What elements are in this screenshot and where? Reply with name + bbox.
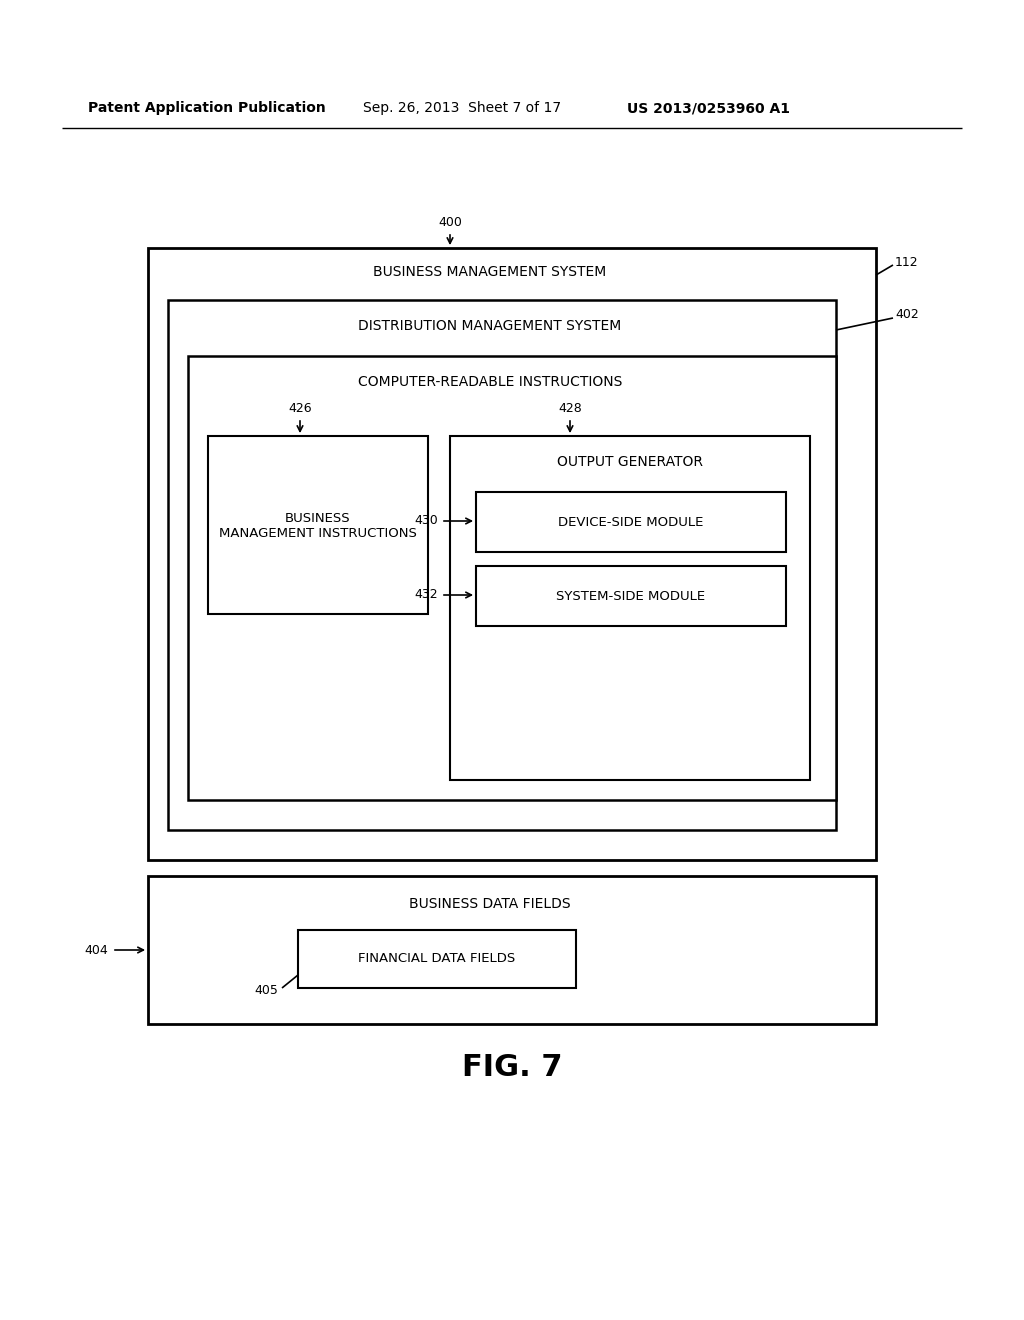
Text: SYSTEM-SIDE MODULE: SYSTEM-SIDE MODULE — [556, 590, 706, 602]
Bar — [148, 876, 876, 1024]
Text: US 2013/0253960 A1: US 2013/0253960 A1 — [627, 102, 790, 115]
Text: 432: 432 — [415, 589, 438, 602]
Text: 426: 426 — [288, 401, 312, 414]
Bar — [168, 300, 836, 830]
Text: OUTPUT GENERATOR: OUTPUT GENERATOR — [557, 455, 703, 469]
Text: COMPUTER-READABLE INSTRUCTIONS: COMPUTER-READABLE INSTRUCTIONS — [357, 375, 623, 389]
Bar — [298, 931, 575, 987]
Text: BUSINESS MANAGEMENT SYSTEM: BUSINESS MANAGEMENT SYSTEM — [374, 265, 606, 279]
Text: FINANCIAL DATA FIELDS: FINANCIAL DATA FIELDS — [358, 953, 516, 965]
Bar — [476, 492, 786, 552]
Text: 404: 404 — [84, 944, 108, 957]
Text: FIG. 7: FIG. 7 — [462, 1053, 562, 1082]
Text: 112: 112 — [895, 256, 919, 268]
Bar — [188, 356, 836, 800]
Text: Sep. 26, 2013  Sheet 7 of 17: Sep. 26, 2013 Sheet 7 of 17 — [362, 102, 561, 115]
Bar — [208, 436, 428, 614]
Bar — [450, 436, 810, 780]
Text: 430: 430 — [415, 515, 438, 528]
Text: DISTRIBUTION MANAGEMENT SYSTEM: DISTRIBUTION MANAGEMENT SYSTEM — [358, 319, 622, 333]
Text: 428: 428 — [558, 401, 582, 414]
Text: BUSINESS DATA FIELDS: BUSINESS DATA FIELDS — [410, 898, 570, 911]
Bar — [148, 248, 876, 861]
Text: 400: 400 — [438, 215, 462, 228]
Text: 402: 402 — [895, 309, 919, 322]
Text: DEVICE-SIDE MODULE: DEVICE-SIDE MODULE — [558, 516, 703, 528]
Text: 405: 405 — [254, 983, 278, 997]
Text: BUSINESS
MANAGEMENT INSTRUCTIONS: BUSINESS MANAGEMENT INSTRUCTIONS — [219, 512, 417, 540]
Bar — [476, 566, 786, 626]
Text: Patent Application Publication: Patent Application Publication — [88, 102, 326, 115]
